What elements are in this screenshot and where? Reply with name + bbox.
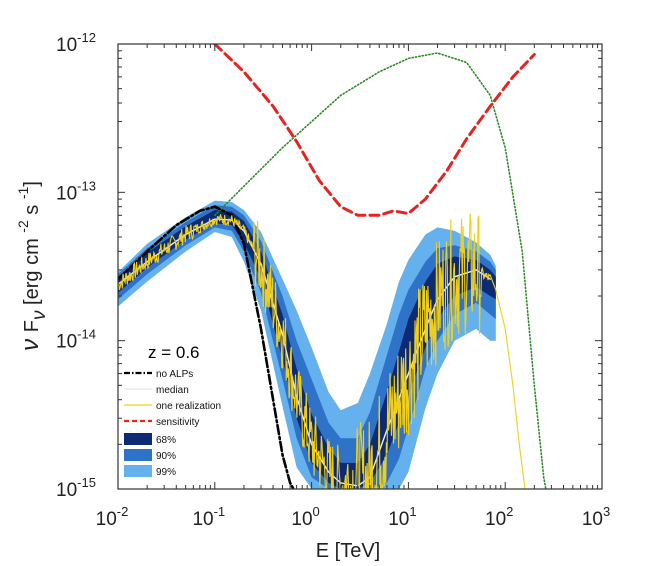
legend-label: 90% bbox=[156, 451, 176, 462]
legend-label: 68% bbox=[156, 435, 176, 446]
legend-label: sensitivity bbox=[156, 417, 199, 428]
legend-label: no ALPs bbox=[156, 369, 193, 380]
x-tick-label: 100 bbox=[291, 504, 319, 530]
x-tick-label: 103 bbox=[582, 504, 610, 530]
sensitivity-line bbox=[213, 44, 536, 217]
x-tick-label: 101 bbox=[388, 504, 416, 530]
legend-swatch bbox=[124, 433, 152, 445]
redshift-annotation: z = 0.6 bbox=[148, 343, 200, 362]
plot-frame bbox=[117, 43, 603, 490]
y-axis-label: ν Fν [erg cm -2 s -1] bbox=[15, 181, 50, 351]
legend-label: median bbox=[156, 385, 189, 396]
y-tick-label: 10-13 bbox=[56, 178, 96, 204]
svg-text:ν Fν [erg cm -2 s -1]: ν Fν [erg cm -2 s -1] bbox=[15, 181, 50, 351]
y-tick-label: 10-15 bbox=[56, 475, 96, 501]
legend-swatch bbox=[124, 449, 152, 461]
x-tick-label: 10-2 bbox=[96, 504, 129, 530]
legend-swatch bbox=[124, 465, 152, 477]
x-tick-label: 10-1 bbox=[192, 504, 225, 530]
no-alps-line bbox=[118, 205, 295, 489]
y-tick-label: 10-14 bbox=[56, 327, 96, 353]
x-axis-label: E [TeV] bbox=[316, 540, 380, 562]
y-tick-label: 10-12 bbox=[56, 30, 96, 56]
one-realization-line bbox=[118, 213, 526, 489]
x-tick-label: 102 bbox=[485, 504, 513, 530]
legend-label: one realization bbox=[156, 401, 221, 412]
legend-label: 99% bbox=[156, 467, 176, 478]
median-line bbox=[118, 218, 491, 487]
intrinsic-spectrum-line bbox=[214, 52, 547, 489]
band-90pct bbox=[118, 205, 496, 489]
